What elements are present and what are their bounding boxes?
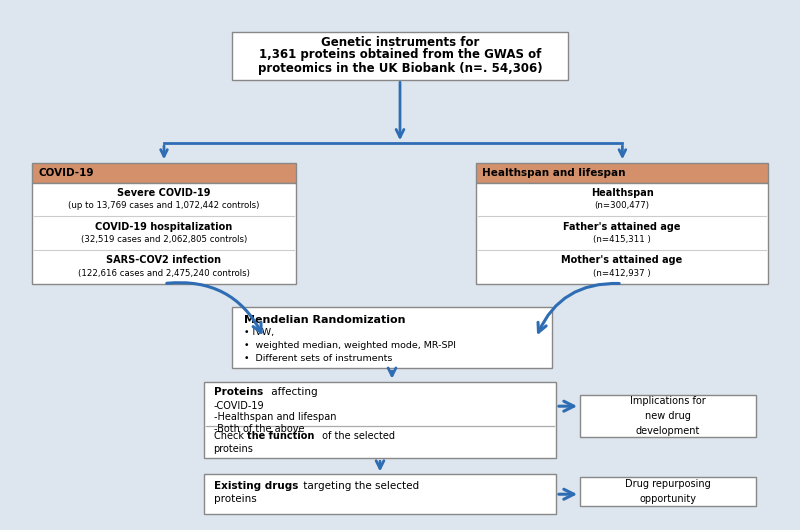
Text: • IVW,: • IVW,: [244, 328, 274, 337]
Text: proteomics in the UK Biobank (n=. 54,306): proteomics in the UK Biobank (n=. 54,306…: [258, 63, 542, 75]
Text: COVID-19: COVID-19: [38, 168, 94, 178]
Text: of the selected: of the selected: [319, 431, 395, 441]
FancyArrowPatch shape: [166, 282, 261, 332]
Text: Drug repurposing
opportunity: Drug repurposing opportunity: [625, 479, 711, 504]
Text: Existing drugs: Existing drugs: [214, 481, 298, 491]
Text: Check: Check: [214, 431, 246, 441]
Bar: [204, 382, 556, 458]
Bar: [580, 477, 756, 506]
Text: •  Different sets of instruments: • Different sets of instruments: [244, 354, 392, 363]
FancyArrowPatch shape: [538, 284, 619, 332]
Text: (n=415,311 ): (n=415,311 ): [593, 235, 651, 244]
Text: -Both of the above: -Both of the above: [214, 424, 304, 434]
Bar: [232, 32, 568, 80]
Bar: [580, 395, 756, 437]
Text: (32,519 cases and 2,062,805 controls): (32,519 cases and 2,062,805 controls): [81, 235, 247, 244]
Text: proteins: proteins: [214, 494, 256, 505]
Text: (122,616 cases and 2,475,240 controls): (122,616 cases and 2,475,240 controls): [78, 269, 250, 278]
Text: (n=300,477): (n=300,477): [594, 201, 650, 210]
Bar: [232, 307, 552, 368]
Text: Mother's attained age: Mother's attained age: [562, 255, 682, 266]
Text: -COVID-19: -COVID-19: [214, 401, 264, 411]
Text: proteins: proteins: [214, 444, 254, 454]
Text: 1,361 proteins obtained from the GWAS of: 1,361 proteins obtained from the GWAS of: [259, 48, 541, 61]
Text: Mendelian Randomization: Mendelian Randomization: [244, 315, 406, 325]
Text: Genetic instruments for: Genetic instruments for: [321, 36, 479, 49]
Text: affecting: affecting: [268, 387, 318, 397]
Bar: [476, 183, 768, 284]
Bar: [32, 183, 296, 284]
Text: •  weighted median, weighted mode, MR-SPI: • weighted median, weighted mode, MR-SPI: [244, 341, 456, 350]
Text: Severe COVID-19: Severe COVID-19: [118, 188, 210, 198]
Text: Healthspan: Healthspan: [590, 188, 654, 198]
Text: targeting the selected: targeting the selected: [300, 481, 419, 491]
Text: (n=412,937 ): (n=412,937 ): [593, 269, 651, 278]
Text: Healthspan and lifespan: Healthspan and lifespan: [482, 168, 626, 178]
Text: COVID-19 hospitalization: COVID-19 hospitalization: [95, 222, 233, 232]
Bar: [476, 163, 768, 183]
Text: Implications for
new drug
development: Implications for new drug development: [630, 396, 706, 436]
Text: (up to 13,769 cases and 1,072,442 controls): (up to 13,769 cases and 1,072,442 contro…: [68, 201, 260, 210]
Text: -Healthspan and lifespan: -Healthspan and lifespan: [214, 412, 336, 422]
Text: Father's attained age: Father's attained age: [563, 222, 681, 232]
Text: SARS-COV2 infection: SARS-COV2 infection: [106, 255, 222, 266]
Text: the function: the function: [247, 431, 314, 441]
Bar: [204, 474, 556, 514]
Text: Proteins: Proteins: [214, 387, 263, 397]
Bar: [32, 163, 296, 183]
